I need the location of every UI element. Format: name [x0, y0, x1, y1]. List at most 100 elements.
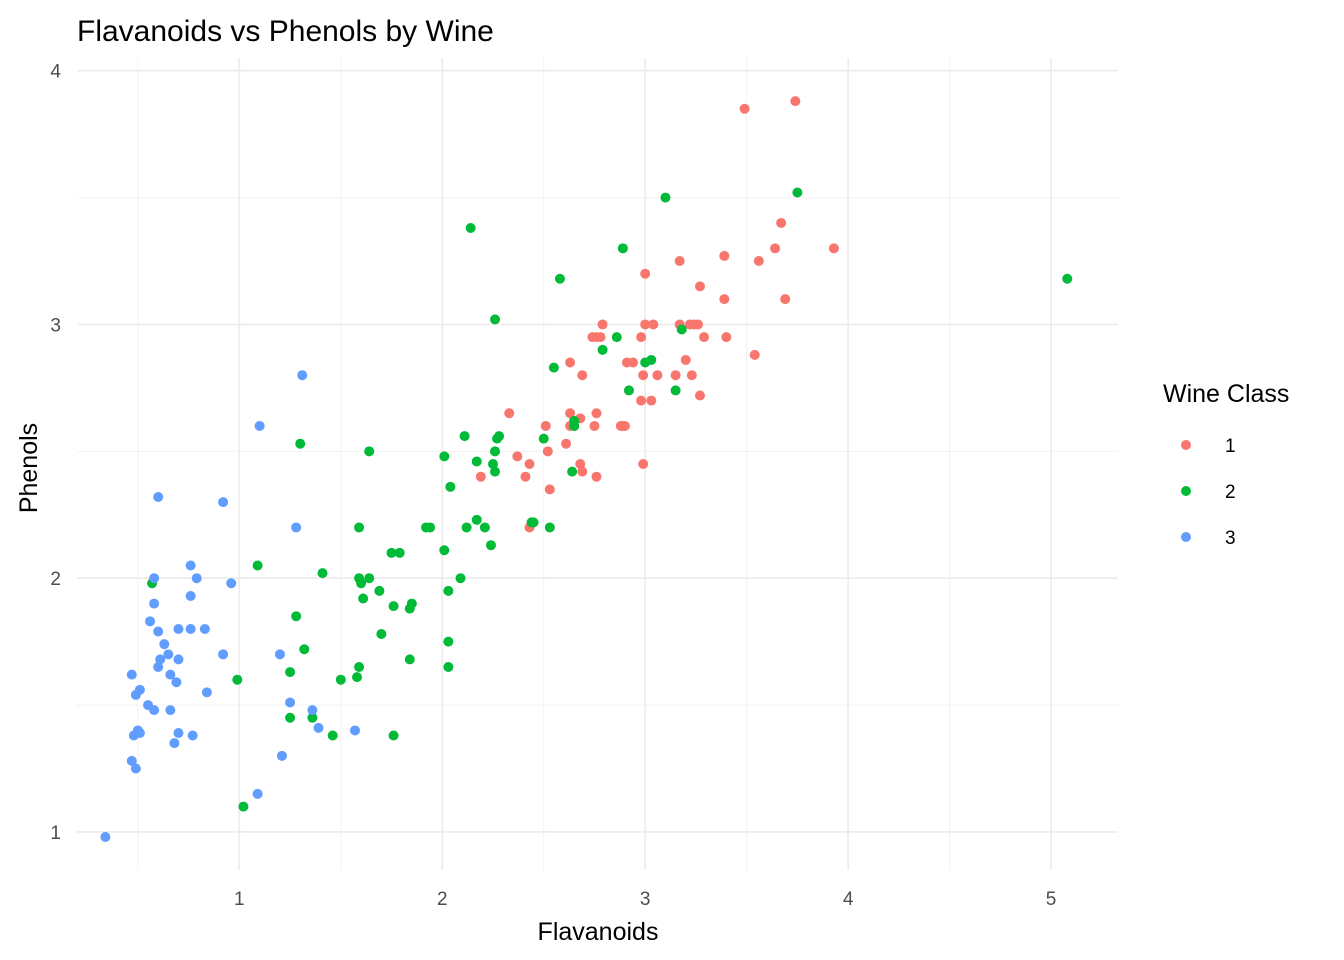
data-point-class-1	[828, 243, 839, 254]
data-point-class-1	[694, 390, 705, 401]
data-point-class-2	[465, 223, 476, 234]
data-point-class-2	[676, 324, 687, 335]
data-point-class-3	[274, 649, 285, 660]
data-point-class-3	[126, 669, 137, 680]
data-point-class-1	[640, 268, 651, 279]
y-axis-title: Phenols	[15, 423, 43, 513]
legend-entries: 1 2 3	[1181, 436, 1236, 549]
data-point-class-1	[561, 438, 572, 449]
data-point-class-2	[317, 568, 328, 579]
data-point-class-2	[1062, 273, 1073, 284]
data-point-class-2	[792, 187, 803, 198]
data-point-class-2	[374, 585, 385, 596]
data-point-class-1	[589, 420, 600, 431]
data-point-class-1	[587, 332, 598, 343]
data-point-class-1	[753, 256, 764, 266]
data-point-class-1	[542, 446, 553, 457]
data-point-class-2	[364, 573, 375, 584]
data-point-class-3	[226, 578, 237, 589]
x-tick-label: 1	[234, 889, 245, 910]
data-point-class-2	[554, 273, 565, 284]
data-point-class-1	[776, 217, 787, 228]
data-point-class-3	[145, 616, 156, 627]
y-tick-label: 1	[50, 823, 61, 844]
data-point-class-1	[591, 471, 602, 482]
data-point-class-3	[173, 623, 184, 634]
legend-title: Wine Class	[1163, 380, 1289, 408]
data-point-class-1	[544, 484, 555, 495]
data-point-class-2	[252, 560, 263, 571]
data-point-class-2	[388, 730, 399, 741]
data-point-class-1	[719, 250, 730, 261]
data-point-class-1	[619, 420, 630, 431]
data-point-class-2	[617, 243, 628, 254]
data-point-class-2	[386, 547, 397, 558]
data-point-class-1	[640, 319, 651, 330]
data-point-class-3	[173, 727, 184, 738]
data-point-class-2	[471, 456, 482, 467]
data-point-class-3	[218, 649, 229, 660]
data-point-class-3	[187, 730, 198, 741]
data-point-class-3	[218, 497, 229, 508]
data-point-class-1	[512, 451, 523, 462]
data-point-class-2	[569, 420, 580, 431]
data-point-class-1	[591, 408, 602, 419]
data-point-class-1	[540, 420, 551, 431]
data-point-class-3	[285, 697, 296, 708]
x-tick-label: 4	[843, 889, 854, 910]
data-point-class-2	[443, 585, 454, 596]
data-point-class-2	[492, 433, 503, 444]
data-point-class-2	[394, 547, 405, 558]
data-point-class-3	[163, 649, 174, 660]
data-point-class-2	[376, 629, 387, 640]
data-point-class-2	[364, 446, 375, 457]
data-point-class-3	[130, 763, 141, 774]
data-point-class-3	[276, 750, 287, 761]
data-point-class-2	[623, 385, 634, 396]
data-point-class-1	[699, 332, 710, 343]
data-point-class-1	[524, 459, 535, 469]
data-points	[100, 96, 1073, 843]
data-point-class-3	[297, 370, 308, 381]
data-point-class-2	[640, 357, 651, 368]
data-point-class-2	[358, 593, 369, 604]
data-point-class-2	[285, 712, 296, 723]
data-point-class-3	[173, 654, 184, 665]
data-point-class-3	[252, 788, 263, 799]
data-point-class-1	[674, 256, 685, 266]
data-point-class-1	[739, 103, 750, 114]
data-point-class-1	[719, 294, 730, 305]
data-point-class-2	[352, 672, 363, 683]
data-point-class-2	[291, 611, 302, 622]
data-point-class-3	[100, 832, 111, 843]
data-point-class-1	[646, 395, 657, 406]
data-point-class-2	[660, 192, 671, 203]
data-point-class-3	[149, 598, 160, 609]
data-point-class-3	[126, 755, 137, 766]
data-point-class-2	[238, 801, 249, 812]
x-axis-title: Flavanoids	[538, 918, 659, 946]
data-point-class-1	[686, 370, 697, 381]
data-point-class-2	[232, 674, 243, 685]
chart-title: Flavanoids vs Phenols by Wine	[77, 15, 494, 48]
data-point-class-2	[327, 730, 338, 741]
data-point-class-2	[388, 601, 399, 612]
data-point-class-1	[577, 466, 588, 477]
data-point-class-2	[439, 451, 450, 462]
data-point-class-2	[490, 446, 501, 457]
data-point-class-1	[577, 370, 588, 381]
data-point-class-1	[628, 357, 639, 368]
data-point-class-3	[185, 590, 196, 601]
data-point-class-1	[780, 294, 791, 305]
data-point-class-3	[165, 705, 176, 716]
data-point-class-3	[291, 522, 302, 533]
data-point-class-1	[638, 459, 649, 469]
data-point-class-3	[185, 560, 196, 571]
legend-key-1	[1181, 440, 1191, 450]
data-point-class-1	[692, 319, 703, 330]
data-point-class-2	[307, 712, 318, 723]
data-point-class-2	[461, 522, 472, 533]
data-point-class-3	[313, 722, 324, 733]
data-point-class-3	[201, 687, 212, 698]
